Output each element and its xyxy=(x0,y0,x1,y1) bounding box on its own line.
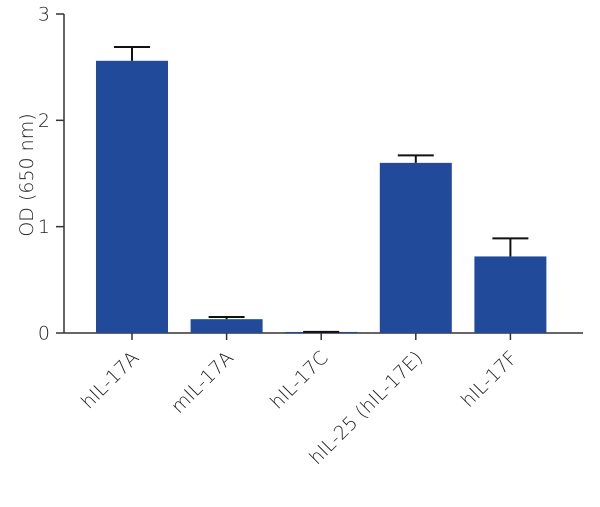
y-tick-label: 0 xyxy=(38,323,50,345)
y-tick-label: 2 xyxy=(38,110,50,132)
y-tick-label: 1 xyxy=(38,216,50,238)
bar xyxy=(96,60,168,333)
x-tick-label: hIL-17C xyxy=(266,347,333,414)
error-bar xyxy=(492,237,529,257)
y-axis-label: OD (650 nm) xyxy=(16,113,38,236)
x-tick-label: hIL-17F xyxy=(457,347,522,412)
bar xyxy=(474,256,547,333)
bar xyxy=(190,319,263,333)
error-bar xyxy=(208,316,245,320)
error-bar xyxy=(397,154,434,163)
x-tick-label: mIL-17A xyxy=(167,347,238,418)
y-tick-label: 3 xyxy=(38,4,50,26)
bar xyxy=(379,162,452,333)
x-tick-label: hIL-17A xyxy=(77,347,143,413)
error-bar xyxy=(114,45,150,61)
